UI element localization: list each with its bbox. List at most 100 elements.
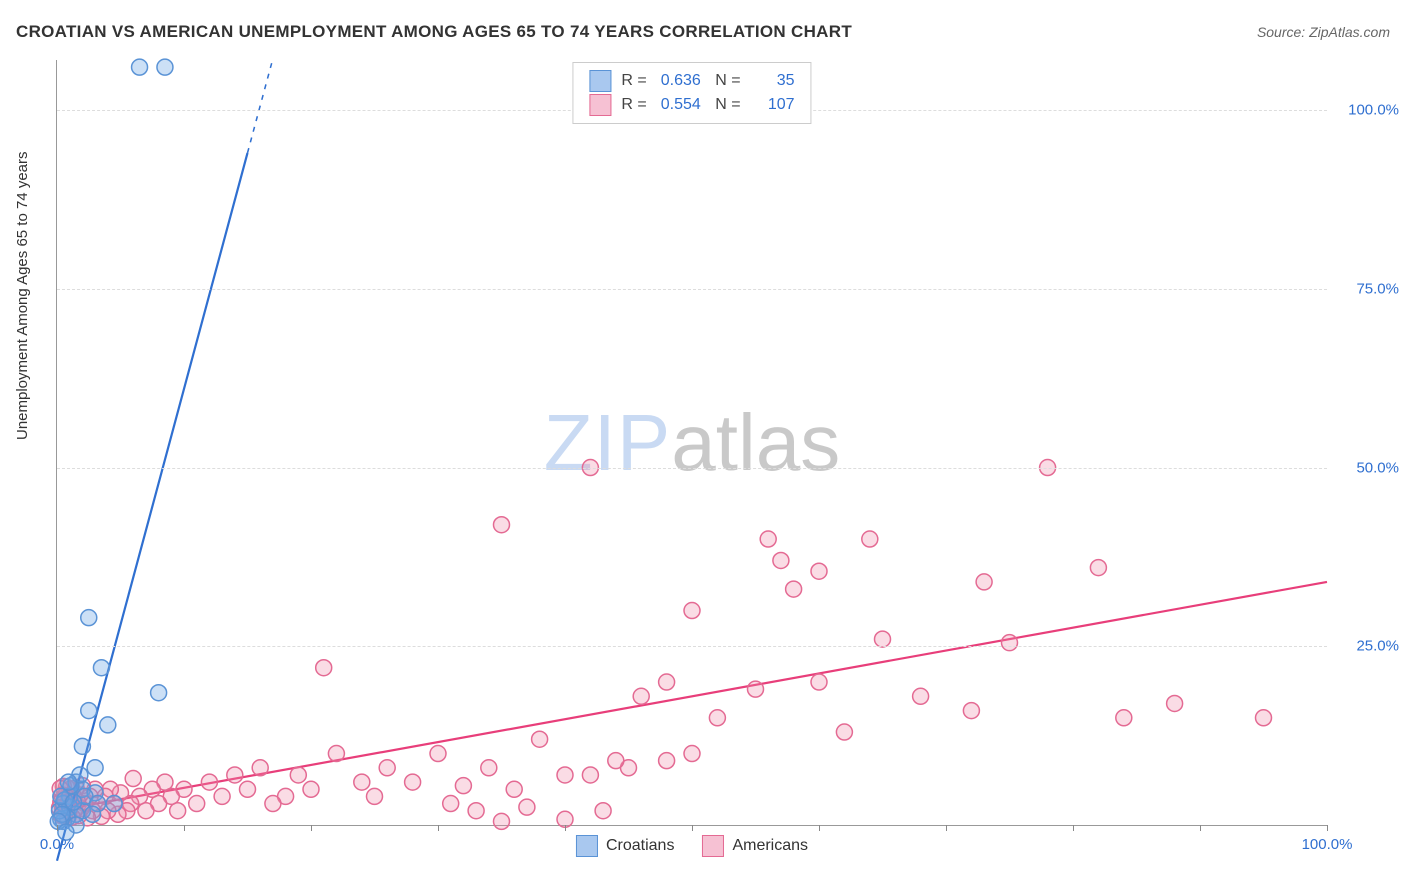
data-point xyxy=(85,806,101,822)
data-point xyxy=(494,517,510,533)
ytick-label: 75.0% xyxy=(1335,280,1399,297)
data-point xyxy=(633,688,649,704)
xtick xyxy=(57,825,58,831)
data-point xyxy=(862,531,878,547)
data-point xyxy=(836,724,852,740)
data-point xyxy=(240,781,256,797)
xtick xyxy=(311,825,312,831)
xtick xyxy=(946,825,947,831)
legend-item-croatians: Croatians xyxy=(576,835,674,857)
data-point xyxy=(74,738,90,754)
data-point xyxy=(252,760,268,776)
legend-row-croatians: R = 0.636 N = 35 xyxy=(589,69,794,93)
data-point xyxy=(773,552,789,568)
data-point xyxy=(100,717,116,733)
data-point xyxy=(303,781,319,797)
swatch-croatians xyxy=(589,70,611,92)
ytick-label: 25.0% xyxy=(1335,638,1399,655)
swatch-americans-icon xyxy=(702,835,724,857)
legend-row-americans: R = 0.554 N = 107 xyxy=(589,93,794,117)
data-point xyxy=(106,796,122,812)
data-point xyxy=(913,688,929,704)
data-point xyxy=(468,803,484,819)
data-point xyxy=(66,794,82,810)
data-point xyxy=(1256,710,1272,726)
data-point xyxy=(354,774,370,790)
data-point xyxy=(328,746,344,762)
data-point xyxy=(481,760,497,776)
data-point xyxy=(1090,560,1106,576)
data-point xyxy=(316,660,332,676)
data-point xyxy=(582,767,598,783)
data-point xyxy=(81,703,97,719)
data-point xyxy=(1116,710,1132,726)
source-attribution: Source: ZipAtlas.com xyxy=(1257,24,1390,40)
data-point xyxy=(87,760,103,776)
xtick xyxy=(1200,825,1201,831)
xtick xyxy=(819,825,820,831)
data-point xyxy=(157,59,173,75)
xtick-label: 100.0% xyxy=(1302,836,1353,853)
data-point xyxy=(709,710,725,726)
data-point xyxy=(684,603,700,619)
data-point xyxy=(557,767,573,783)
data-point xyxy=(201,774,217,790)
n-value-americans: 107 xyxy=(751,93,795,117)
data-point xyxy=(379,760,395,776)
xtick-label: 0.0% xyxy=(40,836,74,853)
series-legend: Croatians Americans xyxy=(576,835,808,857)
data-point xyxy=(1167,695,1183,711)
data-point xyxy=(506,781,522,797)
data-point xyxy=(963,703,979,719)
data-point xyxy=(443,796,459,812)
data-point xyxy=(151,685,167,701)
data-point xyxy=(455,778,471,794)
data-point xyxy=(684,746,700,762)
data-point xyxy=(1002,635,1018,651)
xtick xyxy=(692,825,693,831)
r-value-croatians: 0.636 xyxy=(657,69,701,93)
chart-title: CROATIAN VS AMERICAN UNEMPLOYMENT AMONG … xyxy=(16,22,852,42)
data-point xyxy=(748,681,764,697)
data-point xyxy=(786,581,802,597)
data-point xyxy=(125,771,141,787)
swatch-croatians-icon xyxy=(576,835,598,857)
data-point xyxy=(227,767,243,783)
plot-area: ZIPatlas R = 0.636 N = 35 R = 0.554 N = … xyxy=(56,60,1327,826)
ytick-label: 50.0% xyxy=(1335,459,1399,476)
data-point xyxy=(430,746,446,762)
data-point xyxy=(659,753,675,769)
data-point xyxy=(265,796,281,812)
data-point xyxy=(214,788,230,804)
gridline xyxy=(57,646,1327,647)
xtick xyxy=(1073,825,1074,831)
n-value-croatians: 35 xyxy=(751,69,795,93)
data-point xyxy=(290,767,306,783)
data-point xyxy=(189,796,205,812)
data-point xyxy=(93,660,109,676)
data-point xyxy=(659,674,675,690)
swatch-americans xyxy=(589,94,611,116)
data-point xyxy=(132,59,148,75)
data-point xyxy=(811,674,827,690)
legend-label-croatians: Croatians xyxy=(606,837,674,855)
data-point xyxy=(608,753,624,769)
title-bar: CROATIAN VS AMERICAN UNEMPLOYMENT AMONG … xyxy=(16,22,1390,42)
data-point xyxy=(494,813,510,829)
xtick xyxy=(565,825,566,831)
ytick-label: 100.0% xyxy=(1335,102,1399,119)
data-point xyxy=(595,803,611,819)
data-point xyxy=(519,799,535,815)
xtick xyxy=(1327,825,1328,831)
scatter-svg xyxy=(57,60,1327,825)
xtick xyxy=(438,825,439,831)
r-value-americans: 0.554 xyxy=(657,93,701,117)
data-point xyxy=(532,731,548,747)
data-point xyxy=(811,563,827,579)
y-axis-label: Unemployment Among Ages 65 to 74 years xyxy=(14,151,31,440)
correlation-legend: R = 0.636 N = 35 R = 0.554 N = 107 xyxy=(572,62,811,124)
data-point xyxy=(367,788,383,804)
data-point xyxy=(60,774,76,790)
legend-label-americans: Americans xyxy=(732,837,808,855)
gridline xyxy=(57,468,1327,469)
